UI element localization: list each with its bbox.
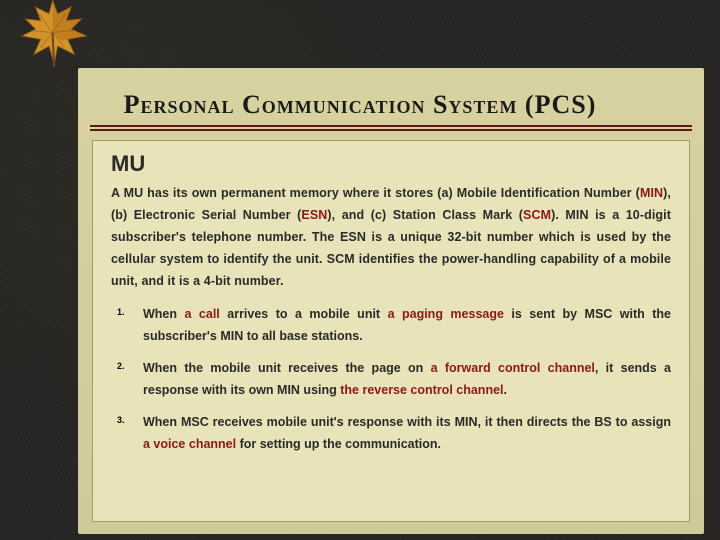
highlight-run: a call (185, 307, 220, 321)
text-run: for setting up the communication. (236, 437, 441, 451)
text-run: When MSC receives mobile unit's response… (143, 415, 671, 429)
list-text: When the mobile unit receives the page o… (143, 358, 671, 402)
highlight-run: a forward control channel (431, 361, 595, 375)
list-text: When MSC receives mobile unit's response… (143, 412, 671, 456)
highlight-run: a paging message (388, 307, 504, 321)
text-run: . (504, 383, 507, 397)
list-item: 1. When a call arrives to a mobile unit … (117, 304, 671, 348)
highlight-run: the reverse control channel (340, 383, 503, 397)
term-esn: ESN (301, 208, 327, 222)
content-panel: MU A MU has its own permanent memory whe… (92, 140, 690, 522)
maple-leaf-icon (10, 0, 95, 75)
term-scm: SCM (523, 208, 551, 222)
term-min: MIN (640, 186, 663, 200)
intro-paragraph: A MU has its own permanent memory where … (111, 183, 671, 292)
highlight-run: a voice channel (143, 437, 236, 451)
list-text: When a call arrives to a mobile unit a p… (143, 304, 671, 348)
text-run: arrives to a mobile unit (220, 307, 388, 321)
text-run: When (143, 307, 185, 321)
list-number: 3. (117, 412, 143, 456)
text-run: When the mobile unit receives the page o… (143, 361, 431, 375)
list-item: 3. When MSC receives mobile unit's respo… (117, 412, 671, 456)
para-text: A MU has its own permanent memory where … (111, 186, 640, 200)
para-text: ), and (c) Station Class Mark ( (327, 208, 523, 222)
numbered-list: 1. When a call arrives to a mobile unit … (111, 304, 671, 455)
list-item: 2. When the mobile unit receives the pag… (117, 358, 671, 402)
slide-title: Personal Communication System (PCS) (0, 90, 720, 120)
content-subtitle: MU (111, 151, 671, 177)
list-number: 2. (117, 358, 143, 402)
list-number: 1. (117, 304, 143, 348)
title-underline (90, 125, 692, 131)
